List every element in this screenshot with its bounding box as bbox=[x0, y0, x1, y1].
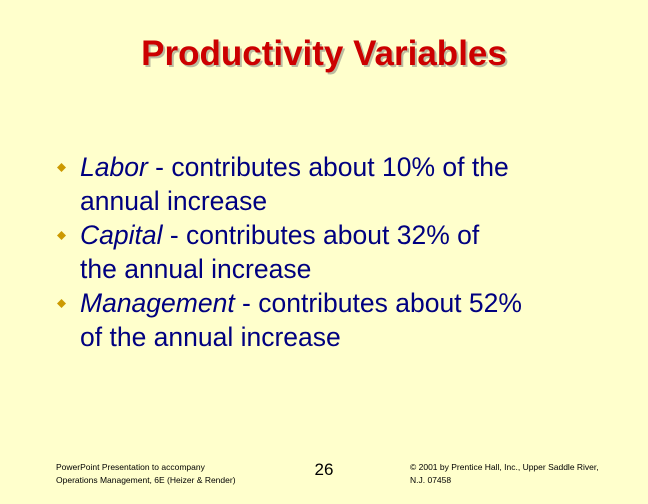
diamond-bullet-icon bbox=[57, 299, 66, 308]
bullet-text-continued: of the annual increase bbox=[80, 322, 341, 352]
slide-title: Productivity Variables bbox=[141, 34, 507, 73]
bullet-term: Management bbox=[80, 288, 235, 318]
footer-copyright: © 2001 by Prentice Hall, Inc., Upper Sad… bbox=[410, 461, 599, 487]
page-number: 26 bbox=[314, 460, 334, 479]
footer-copyright-line: © 2001 by Prentice Hall, Inc., Upper Sad… bbox=[410, 462, 599, 472]
bullet-term: Labor bbox=[80, 152, 148, 182]
bullet-item-management: Management - contributes about 52% of th… bbox=[57, 286, 627, 354]
footer-copyright-line: N.J. 07458 bbox=[410, 475, 452, 485]
bullet-text: - contributes about 32% of bbox=[162, 220, 480, 250]
footer-credit-line: Operations Management, 6E (Heizer & Rend… bbox=[56, 475, 236, 485]
bullet-term: Capital bbox=[80, 220, 163, 250]
diamond-bullet-icon bbox=[57, 163, 66, 172]
footer-credit: PowerPoint Presentation to accompany Ope… bbox=[56, 461, 236, 487]
bullet-item-labor: Labor - contributes about 10% of the ann… bbox=[57, 150, 627, 218]
bullet-text-continued: the annual increase bbox=[80, 254, 312, 284]
bullet-text: - contributes about 52% bbox=[234, 288, 522, 318]
footer-credit-line: PowerPoint Presentation to accompany bbox=[56, 462, 205, 472]
bullet-text: - contributes about 10% of the bbox=[147, 152, 509, 182]
bullet-list: Labor - contributes about 10% of the ann… bbox=[57, 150, 627, 354]
bullet-item-capital: Capital - contributes about 32% of the a… bbox=[57, 218, 627, 286]
bullet-text-continued: annual increase bbox=[80, 186, 268, 216]
diamond-bullet-icon bbox=[57, 231, 66, 240]
